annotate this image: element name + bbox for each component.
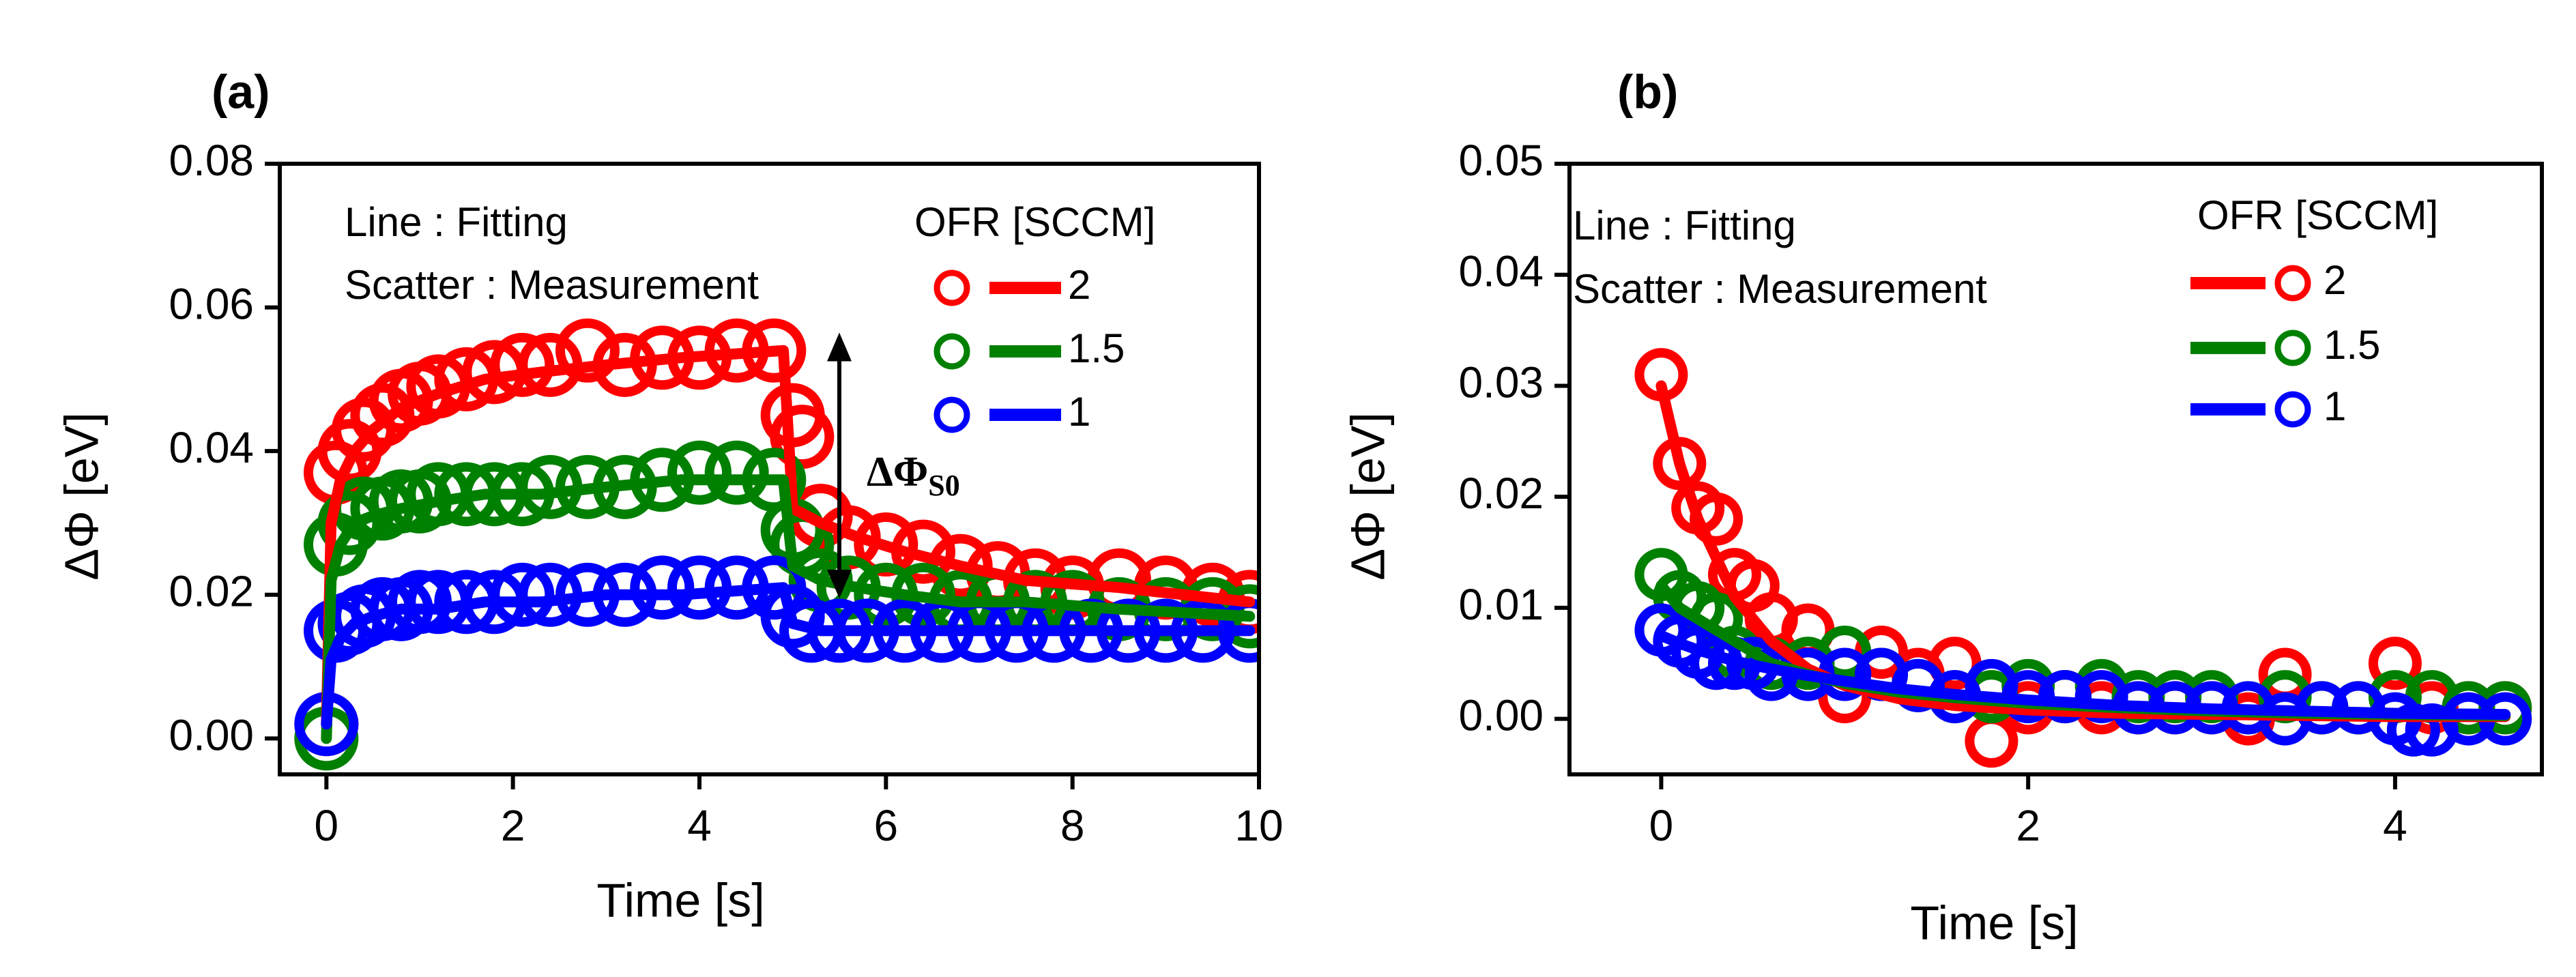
legend-label: 1.5 [2324,322,2380,368]
chart-panel-a: (a) 0 2 4 6 8 10 0.00 0.02 0.04 0.06 0.08 Time [s] ΔΦ… [55,65,1283,927]
chart-panel-b: (b) 0 2 4 0.00 0.01 0.02 0.03 0.04 0.05 Time [s] ΔΦ… [1341,65,2544,949]
note-text: Scatter : Measurement [345,262,759,308]
x-tick-label: 4 [687,801,712,850]
fit-line-1 [1655,630,2511,720]
arrow-head-up [827,332,852,362]
x-tick-label: 2 [2016,801,2040,850]
panel-label: (b) [1617,65,1678,118]
panel-label: (a) [212,65,270,118]
x-tick-label: 6 [874,801,899,850]
data-point [490,562,555,627]
data-point [1928,637,1982,690]
plot-frame [278,162,1261,776]
note-text: Scatter : Measurement [1573,266,1987,312]
fit-line-2 [321,345,1256,730]
y-tick-label: 0.05 [1458,136,1544,185]
data-point [317,491,382,555]
note-text: Line : Fitting [1573,203,1796,248]
arrow-head-down [827,570,852,599]
legend-marker [934,269,970,306]
x-tick-label: 0 [315,801,339,850]
delta-phi-annotation: ΔΦS0 [827,332,960,599]
data-point [770,405,835,469]
y-tick-label: 0.00 [169,710,254,759]
y-tick-label: 0.04 [1458,247,1544,296]
plot-frame [1567,162,2544,776]
legend-marker [934,333,970,370]
y-tick-label: 0.02 [169,567,254,616]
series-1 [1634,603,2532,757]
legend-marker [2274,265,2311,302]
note-text: Line : Fitting [345,199,568,245]
legend-title: OFR [SCCM] [914,199,1155,245]
legend-label: 1 [1068,389,1090,435]
y-tick-label: 0.01 [1458,580,1544,629]
x-tick-label: 0 [1649,801,1674,850]
data-point [388,570,452,635]
y-tick-label: 0.00 [1458,691,1544,740]
plot-area [1634,348,2532,768]
legend: OFR [SCCM] 2 1.5 1 [914,199,1155,435]
x-axis-label: Time [s] [596,873,764,927]
legend-marker [2274,330,2311,366]
y-axis-label: ΔΦ [eV] [1341,412,1394,581]
fit-line-1 [321,582,1256,730]
y-tick-label: 0.04 [169,423,254,472]
legend-item-1: 1 [934,389,1090,435]
x-tick-label: 8 [1060,801,1085,850]
data-point [1855,626,1909,679]
legend-label: 1 [2324,383,2346,429]
data-point [704,440,769,505]
legend-label: 2 [1068,262,1090,308]
legend-label: 2 [2324,257,2346,303]
x-tick-label: 4 [2383,801,2407,850]
data-point [490,332,555,397]
legend: OFR [SCCM] 2 1.5 1 [2190,192,2438,429]
legend-marker [934,396,970,433]
y-axis-label: ΔΦ [eV] [55,412,108,581]
legend-title: OFR [SCCM] [2197,192,2438,238]
data-point [1818,626,1872,679]
legend-marker [2274,391,2311,428]
plot-area [294,318,1259,771]
data-point [2368,637,2422,690]
data-point [1965,714,2018,768]
x-tick-label: 2 [501,801,525,850]
legend-label: 1.5 [1068,325,1125,371]
y-tick-label: 0.03 [1458,358,1544,407]
y-tick-label: 0.06 [169,279,254,328]
x-tick-label: 10 [1234,801,1283,850]
annotation-label: ΔΦS0 [867,449,960,502]
y-tick-label: 0.08 [169,136,254,185]
legend-item-1-5: 1.5 [2190,322,2380,368]
legend-item-1-5: 1.5 [934,325,1125,371]
legend-item-2: 2 [2190,257,2346,303]
legend-item-2: 2 [934,262,1090,308]
data-point [630,555,695,620]
x-axis-label: Time [s] [1910,896,2078,949]
fit-line-1-5 [321,474,1256,744]
data-point [555,318,620,383]
data-point [667,440,732,505]
y-tick-label: 0.02 [1458,469,1544,518]
legend-item-1: 1 [2190,383,2346,429]
